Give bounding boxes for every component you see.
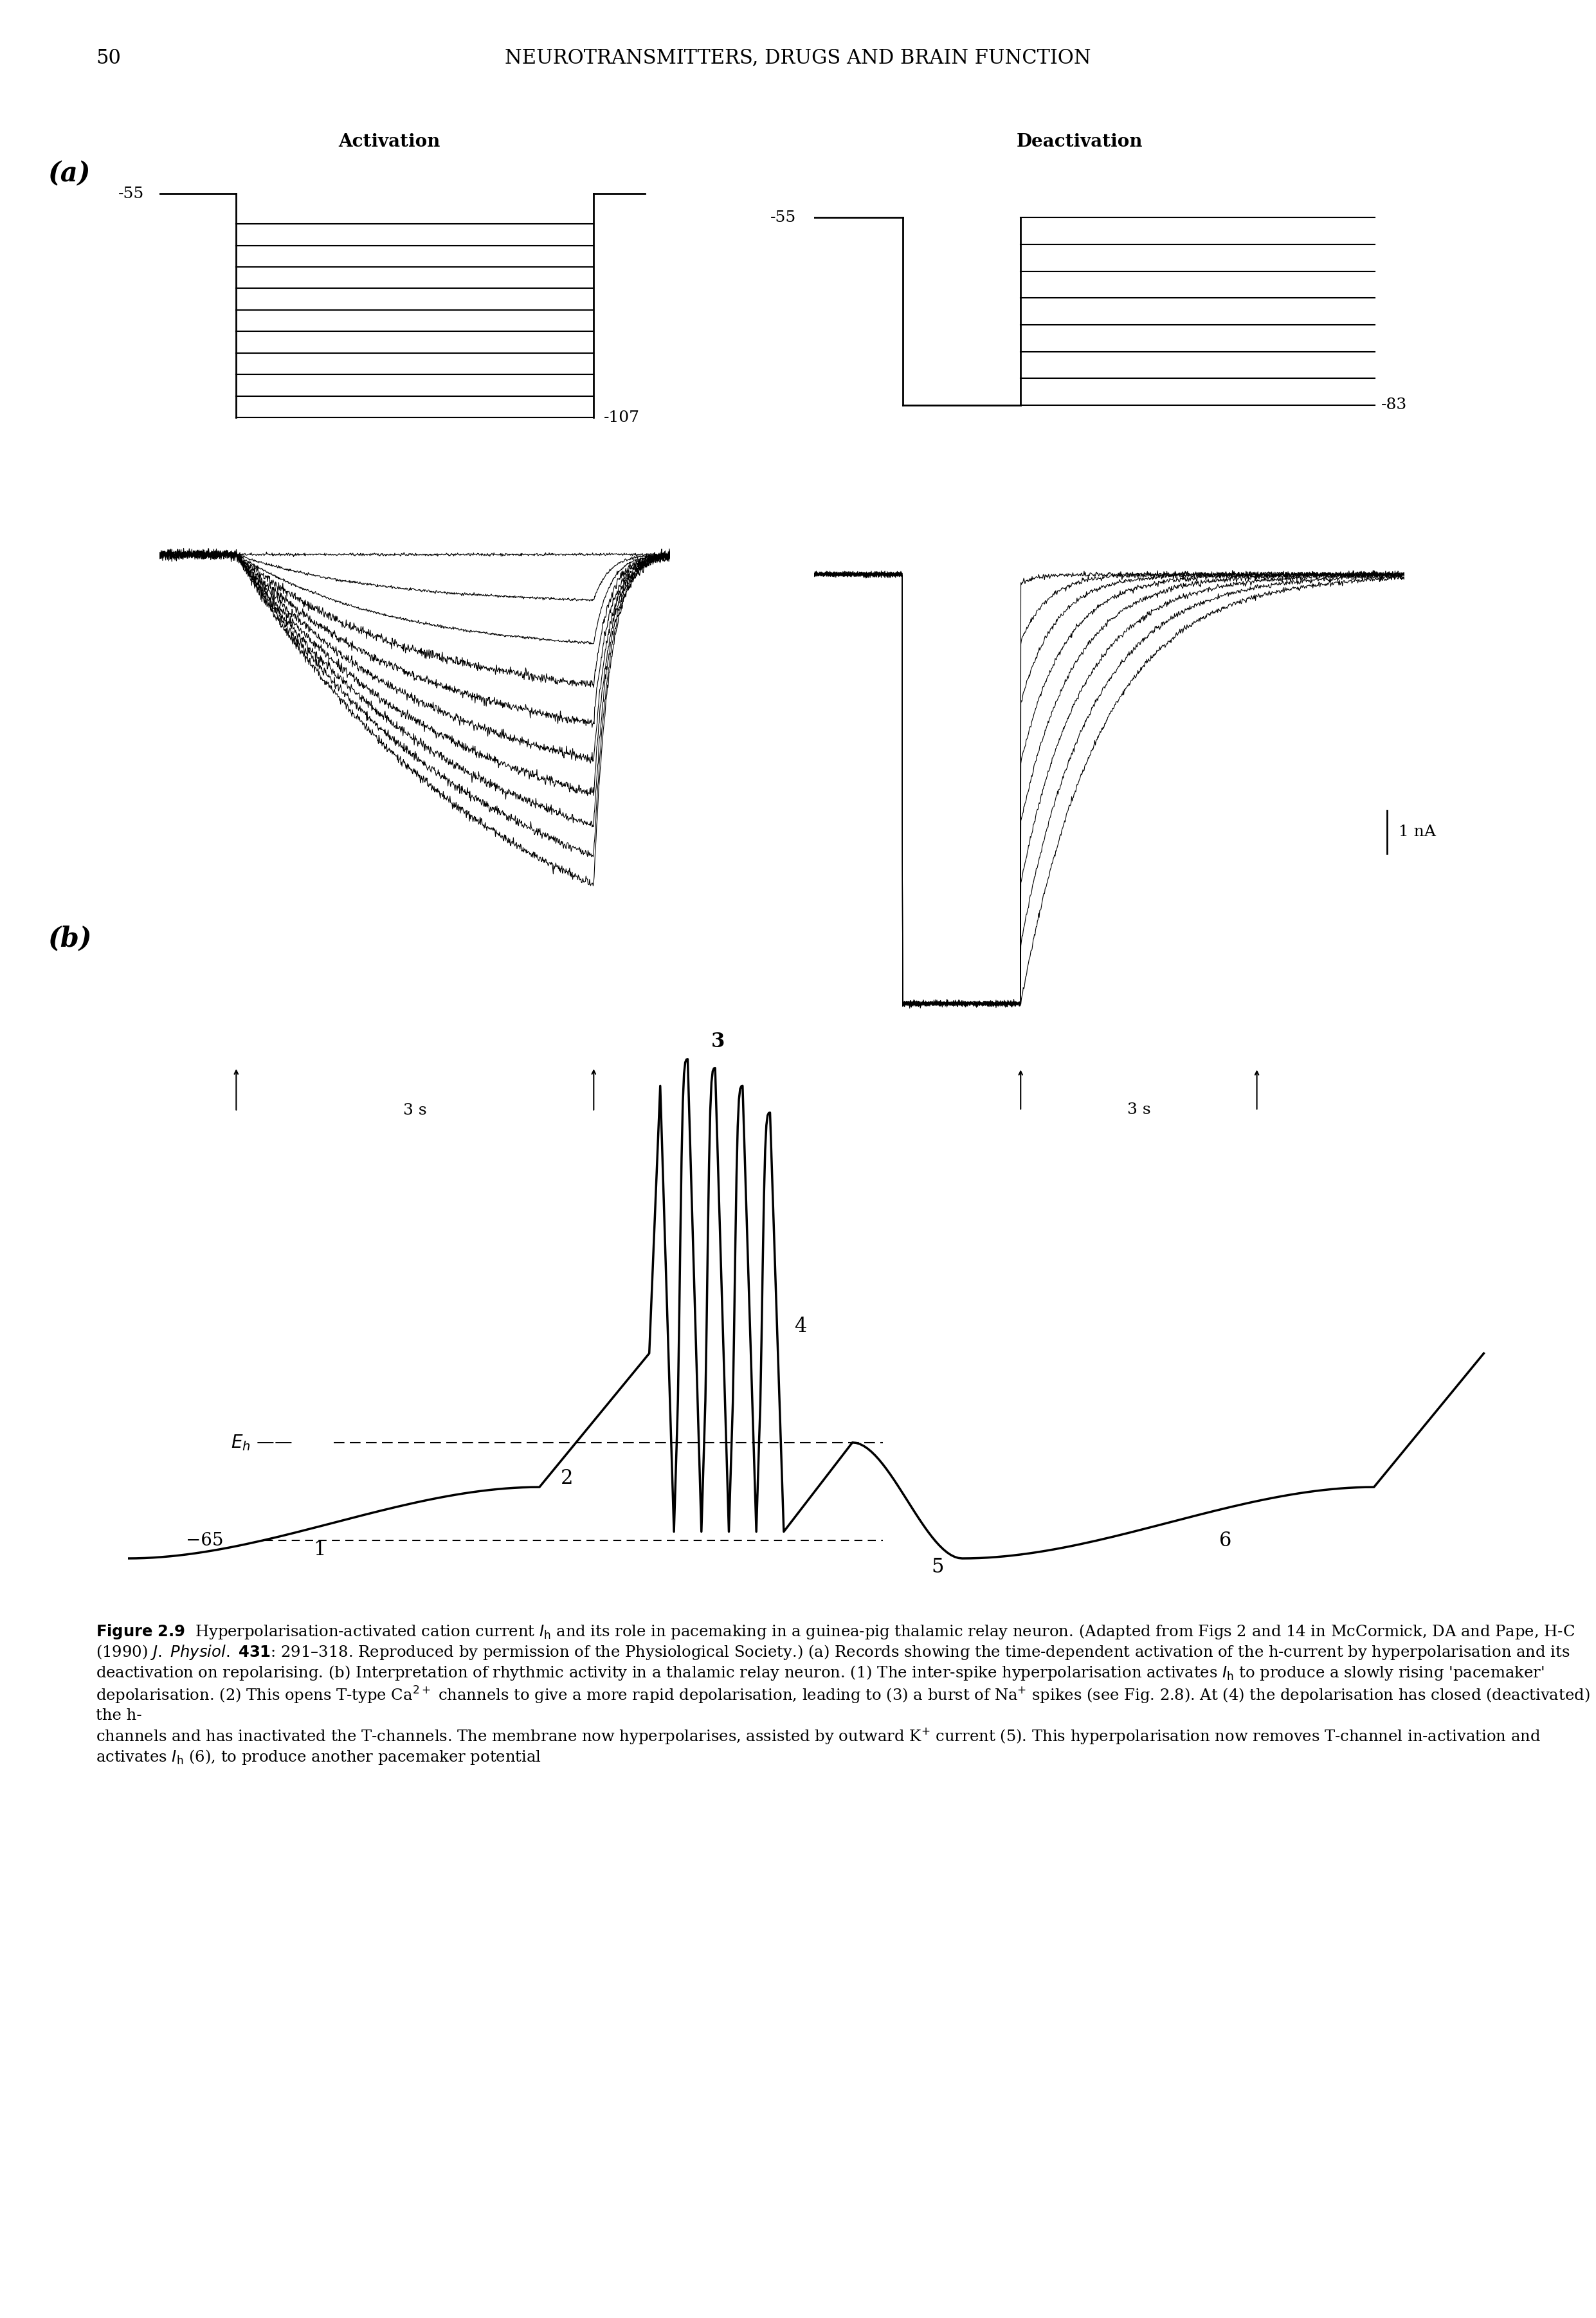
Text: Activation: Activation — [338, 134, 440, 151]
Text: 1 nA: 1 nA — [1398, 825, 1436, 839]
Text: 1: 1 — [313, 1539, 326, 1560]
Text: 3 s: 3 s — [1127, 1103, 1151, 1117]
Text: Deactivation: Deactivation — [1017, 134, 1143, 151]
Text: (b): (b) — [48, 925, 93, 953]
Text: 4: 4 — [795, 1317, 806, 1337]
Text: $E_h$ ——: $E_h$ —— — [231, 1433, 292, 1451]
Text: 6: 6 — [1219, 1530, 1232, 1551]
Text: -83: -83 — [1381, 399, 1406, 413]
Text: -107: -107 — [603, 410, 640, 424]
Text: 3: 3 — [710, 1032, 725, 1052]
Text: 2: 2 — [560, 1467, 573, 1488]
Text: −65: −65 — [187, 1532, 223, 1548]
Text: (a): (a) — [48, 160, 91, 188]
Text: 5: 5 — [930, 1558, 943, 1576]
Text: 3 s: 3 s — [404, 1103, 426, 1117]
Text: -55: -55 — [118, 185, 144, 202]
Text: NEUROTRANSMITTERS, DRUGS AND BRAIN FUNCTION: NEUROTRANSMITTERS, DRUGS AND BRAIN FUNCT… — [504, 49, 1092, 67]
Text: 50: 50 — [96, 49, 121, 67]
Text: $\bf{Figure\ 2.9}$  Hyperpolarisation-activated cation current $I_{\mathrm{h}}$ : $\bf{Figure\ 2.9}$ Hyperpolarisation-act… — [96, 1623, 1590, 1766]
Text: -55: -55 — [771, 211, 796, 225]
